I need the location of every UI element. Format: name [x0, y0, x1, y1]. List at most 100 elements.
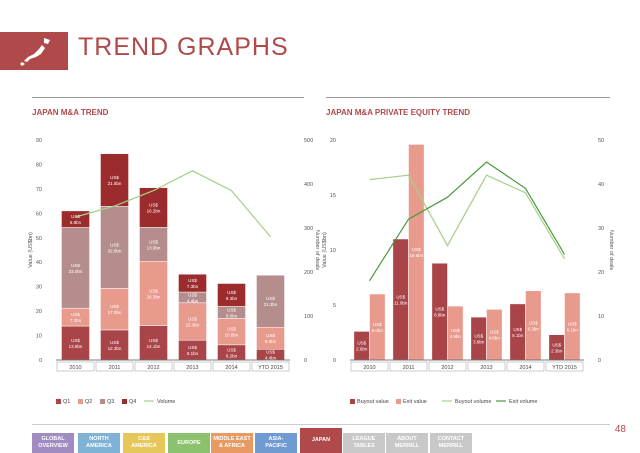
- data-label: US$: [149, 338, 158, 343]
- data-label: 7.3bn: [70, 318, 82, 323]
- data-label: US$: [513, 327, 522, 332]
- x-tick-label: 2012: [441, 365, 453, 371]
- nav-tab-label-line: JAPAN: [311, 437, 331, 443]
- nav-tab-league[interactable]: LEAGUE TABLES: [343, 433, 385, 453]
- x-tick-label: 2013: [480, 365, 492, 371]
- bar-segment: [100, 205, 129, 289]
- nav-tab-global[interactable]: GLOBAL OVERVIEW: [32, 433, 74, 453]
- nav-tab-label-line: MERRILL: [394, 443, 420, 449]
- left-chart-title: JAPAN M&A TREND: [32, 108, 109, 117]
- data-label: 15.3bn: [186, 323, 200, 328]
- data-label: US$: [552, 342, 561, 347]
- y-tick-label: 40: [36, 260, 42, 266]
- nav-tab-label: CONTACT MERRILL: [438, 436, 464, 450]
- data-label: 6.8bn: [70, 220, 82, 225]
- x-category-box: [95, 361, 134, 372]
- y2-axis-label: Number of deals: [314, 230, 320, 271]
- data-label: US$: [71, 312, 80, 317]
- nav-tab-japan[interactable]: JAPAN: [300, 428, 342, 453]
- y-tick-label: 20: [36, 309, 42, 315]
- data-label: US$: [227, 347, 236, 352]
- legend-swatch: [396, 399, 401, 404]
- nav-tab-label: ASIA- PACIFIC: [265, 436, 287, 450]
- data-label: US$: [227, 307, 236, 312]
- y-tick-label: 60: [36, 211, 42, 217]
- data-label: US$: [149, 239, 158, 244]
- bar-segment: [217, 283, 246, 307]
- x-category-box: [173, 361, 212, 372]
- data-label: 9.0bn: [265, 339, 277, 344]
- right-section-rule: [326, 97, 610, 98]
- data-label: 19.6bn: [409, 253, 423, 258]
- nav-tab-europe[interactable]: EUROPE: [168, 433, 210, 453]
- data-label: US$: [568, 321, 577, 326]
- nav-tab-label: C&S AMERICA: [131, 436, 157, 450]
- y2-tick-label: 200: [304, 270, 313, 276]
- data-label: US$: [110, 304, 119, 309]
- data-label: US$: [149, 202, 158, 207]
- bar: [392, 238, 409, 361]
- data-label: 6.3bn: [528, 326, 540, 331]
- data-label: 3.9bn: [473, 340, 485, 345]
- data-label: US$: [110, 242, 119, 247]
- data-label: US$: [188, 278, 197, 283]
- legend-label: Q4: [129, 399, 136, 405]
- volume-line: [75, 170, 271, 238]
- data-label: 5.1bn: [512, 333, 524, 338]
- nav-tab-label-line: TABLES: [353, 443, 375, 449]
- data-label: US$: [110, 175, 119, 180]
- data-label: 11.0bn: [394, 301, 408, 306]
- nav-tab-c-s[interactable]: C&S AMERICA: [123, 433, 165, 453]
- data-label: 33.0bn: [69, 269, 83, 274]
- nav-tab-label-line: EUROPE: [177, 439, 201, 446]
- data-label: US$: [149, 288, 158, 293]
- y-tick-label: 30: [36, 285, 42, 291]
- x-tick-label: 2014: [225, 365, 237, 371]
- legend-label: Buyout volume: [455, 399, 491, 405]
- data-label: US$: [110, 340, 119, 345]
- nav-tab-contact[interactable]: CONTACT MERRILL: [430, 433, 472, 453]
- data-label: 4.4bn: [265, 356, 277, 361]
- left-section-rule: [32, 97, 304, 98]
- nav-tab-label: EUROPE: [177, 440, 200, 447]
- nav-tab-asia[interactable]: ASIA- PACIFIC: [255, 433, 297, 453]
- data-label: 7.3bn: [187, 284, 199, 289]
- y-tick-label: 50: [36, 236, 42, 242]
- data-label: 5.0bn: [226, 313, 238, 318]
- ma-trend-chart: US$13.9bnUS$7.3bnUS$33.0bnUS$6.8bnUS$12.…: [28, 138, 320, 405]
- nav-tab-middle-east[interactable]: MIDDLE EAST & AFRICA: [211, 433, 253, 453]
- x-category-box: [134, 361, 173, 372]
- nav-tab-label-line: OVERVIEW: [38, 443, 68, 449]
- bar: [369, 293, 386, 361]
- legend-swatch: [56, 399, 61, 404]
- data-label: 21.5bn: [108, 181, 122, 186]
- nav-tab-about[interactable]: ABOUT MERRILL: [386, 433, 428, 453]
- data-label: 14.1bn: [147, 344, 161, 349]
- x-tick-label: YTD 2015: [258, 365, 283, 371]
- y-tick-label: 0: [39, 358, 42, 364]
- x-tick-label: 2013: [186, 365, 198, 371]
- y2-tick-label: 500: [304, 138, 313, 144]
- y-tick-label: 80: [36, 162, 42, 168]
- page-title: TREND GRAPHS: [78, 33, 289, 61]
- data-label: US$: [490, 330, 499, 335]
- y2-axis-label: Number of deals: [608, 230, 614, 271]
- nav-tab-label: LEAGUE TABLES: [353, 436, 376, 450]
- nav-tab-north[interactable]: NORTH AMERICA: [78, 433, 120, 453]
- legend-label: Buyout value: [357, 399, 389, 405]
- nav-tab-label: JAPAN: [312, 437, 330, 444]
- x-tick-label: 2014: [519, 365, 531, 371]
- x-category-box: [467, 361, 506, 372]
- x-tick-label: 2012: [147, 365, 159, 371]
- data-label: US$: [266, 296, 275, 301]
- japan-map-icon: [20, 38, 50, 66]
- nav-tab-label: MIDDLE EAST & AFRICA: [213, 436, 250, 450]
- data-label: 10.8bn: [225, 333, 239, 338]
- bar-segment: [61, 325, 90, 361]
- data-label: 4.4bn: [187, 298, 199, 303]
- y2-tick-label: 300: [304, 226, 313, 232]
- data-label: US$: [227, 327, 236, 332]
- x-category-box: [56, 361, 95, 372]
- bar-segment: [100, 153, 129, 207]
- data-label: US$: [412, 247, 421, 252]
